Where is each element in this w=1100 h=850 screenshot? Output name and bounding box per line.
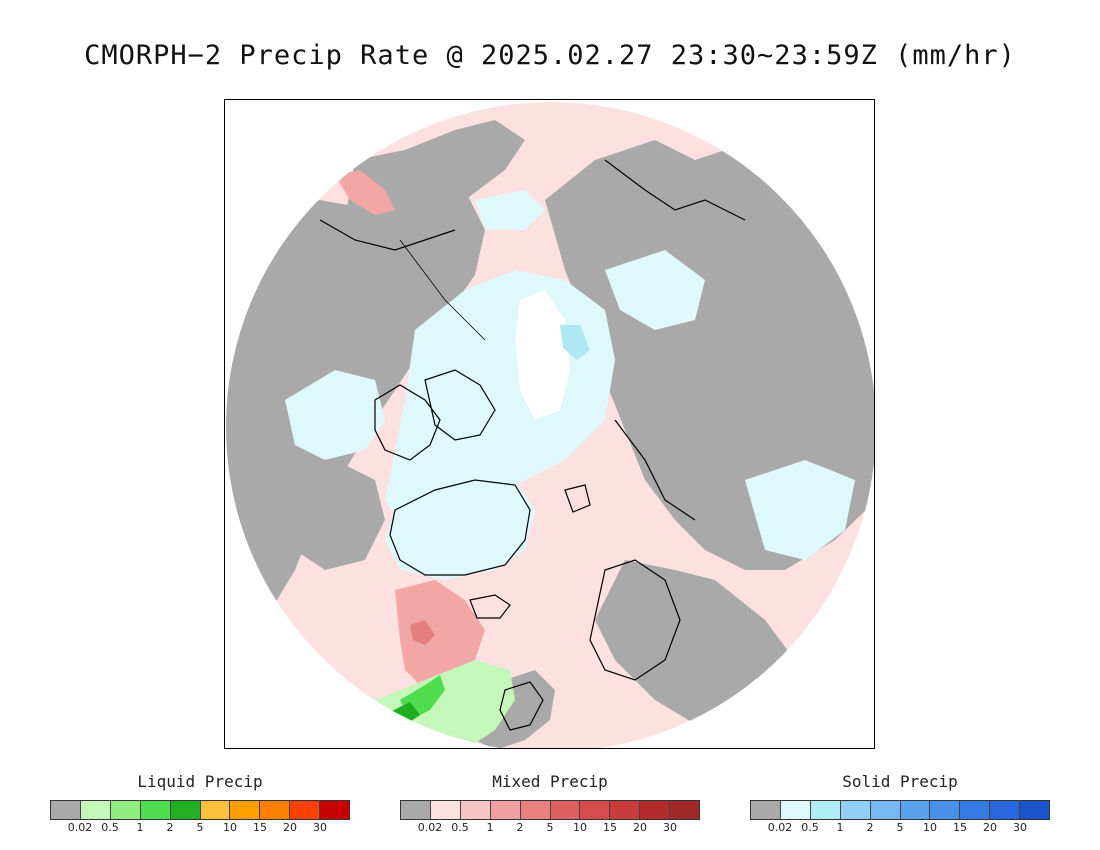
legend-ticks-liquid: 0.02 0.5 1 2 5 10 15 20 30 [50,821,350,835]
legend-tick-mixed-8: 30 [663,821,677,834]
legend-swatch-solid-7 [960,801,991,819]
legend-tick-solid-1: 0.5 [801,821,819,834]
legend-swatch-liquid-2 [110,801,141,819]
legend-swatch-solid-8 [990,801,1021,819]
boundary-line [399,239,486,341]
legend-swatch-liquid-9 [320,801,350,819]
legend-swatch-mixed-5 [550,801,581,819]
legend-bar-mixed [400,800,700,820]
legend-swatch-liquid-5 [200,801,231,819]
legend-tick-solid-2: 1 [836,821,844,834]
coast-svalbard [564,484,591,513]
legend-tick-mixed-5: 10 [573,821,587,834]
legend-tick-liquid-0: 0.02 [67,821,93,834]
legend-tick-liquid-6: 15 [253,821,267,834]
coast-islands [424,369,496,441]
legend-ticks-solid: 0.02 0.5 1 2 5 10 15 20 30 [750,821,1050,835]
legend-tick-solid-7: 20 [983,821,997,834]
legend-tick-liquid-1: 0.5 [101,821,119,834]
legend-tick-solid-3: 2 [866,821,874,834]
legend-tick-solid-4: 5 [896,821,904,834]
legend-swatch-mixed-9 [670,801,700,819]
legend-swatch-solid-2 [810,801,841,819]
legend-tick-liquid-5: 10 [223,821,237,834]
legend-swatch-mixed-4 [520,801,551,819]
legend-tick-mixed-6: 15 [603,821,617,834]
legend-swatch-liquid-8 [290,801,321,819]
land-siberia [545,140,874,570]
coast-uk [499,681,544,731]
solid-cyan-patch [560,325,590,360]
legend-liquid: Liquid Precip 0.02 0.5 1 2 5 10 15 20 30 [50,772,350,835]
legend-swatch-mixed-2 [460,801,491,819]
coast-canadian-archipelago [374,384,441,461]
legend-swatch-solid-5 [900,801,931,819]
legend-tick-mixed-2: 1 [486,821,494,834]
legend-tick-liquid-4: 5 [196,821,204,834]
legend-swatch-mixed-6 [580,801,611,819]
legend-swatch-mixed-7 [610,801,641,819]
legend-tick-solid-5: 10 [923,821,937,834]
legend-tick-liquid-8: 30 [313,821,327,834]
mixed-northwest [335,170,395,215]
solid-russia-east [745,460,855,560]
coast-greenland [389,479,531,576]
legend-swatch-solid-9 [1020,801,1050,819]
legend-swatch-liquid-4 [170,801,201,819]
legend-ticks-mixed: 0.02 0.5 1 2 5 10 15 20 30 [400,821,700,835]
legend-tick-solid-8: 30 [1013,821,1027,834]
legend-tick-mixed-3: 2 [516,821,524,834]
legend-swatch-solid-6 [930,801,961,819]
legend-swatch-mixed-8 [640,801,671,819]
coastlines [319,159,746,731]
polar-map [224,99,875,749]
legend-swatch-liquid-6 [230,801,261,819]
legend-bar-liquid [50,800,350,820]
legend-title-solid: Solid Precip [842,772,958,791]
legend-title-mixed: Mixed Precip [492,772,608,791]
legend-swatch-liquid-3 [140,801,171,819]
coast-alaska [319,219,456,251]
legend-title-liquid: Liquid Precip [137,772,263,791]
chart-title: CMORPH−2 Precip Rate @ 2025.02.27 23:30~… [84,40,1016,71]
legend-swatch-liquid-7 [260,801,291,819]
legend-swatch-liquid-0 [51,801,81,819]
legend-swatch-mixed-1 [430,801,461,819]
legend-swatch-solid-4 [870,801,901,819]
legend-swatch-mixed-0 [401,801,431,819]
solid-siberia-streak [605,250,705,330]
polar-map-canvas [226,102,874,748]
legend-tick-liquid-3: 2 [166,821,174,834]
legend-tick-mixed-1: 0.5 [451,821,469,834]
legend-tick-mixed-7: 20 [633,821,647,834]
legend-tick-liquid-7: 20 [283,821,297,834]
solid-white-pole [515,290,570,420]
map-disc [226,102,874,748]
coast-siberia [604,159,746,221]
coast-scandinavia [589,559,681,681]
solid-top [475,190,545,230]
legend-tick-mixed-0: 0.02 [417,821,443,834]
legend-tick-solid-0: 0.02 [767,821,793,834]
land-greenland-west [285,460,385,570]
coast-russia-north [614,419,696,521]
legend-mixed: Mixed Precip 0.02 0.5 1 2 5 10 15 20 30 [400,772,700,835]
legend-swatch-solid-3 [840,801,871,819]
solid-greenland [385,470,535,580]
legend-swatch-liquid-1 [80,801,111,819]
mixed-atlantic-core [410,620,435,645]
legend-tick-liquid-2: 1 [136,821,144,834]
legend-tick-mixed-4: 5 [546,821,554,834]
legend-swatch-solid-1 [780,801,811,819]
solid-canada [285,370,385,460]
legend-bar-solid [750,800,1050,820]
mixed-atlantic-streak [395,580,485,690]
legend-solid: Solid Precip 0.02 0.5 1 2 5 10 15 20 30 [750,772,1050,835]
legend-swatch-mixed-3 [490,801,521,819]
legend-swatch-solid-0 [751,801,781,819]
coast-iceland [469,594,511,619]
legend-tick-solid-6: 15 [953,821,967,834]
